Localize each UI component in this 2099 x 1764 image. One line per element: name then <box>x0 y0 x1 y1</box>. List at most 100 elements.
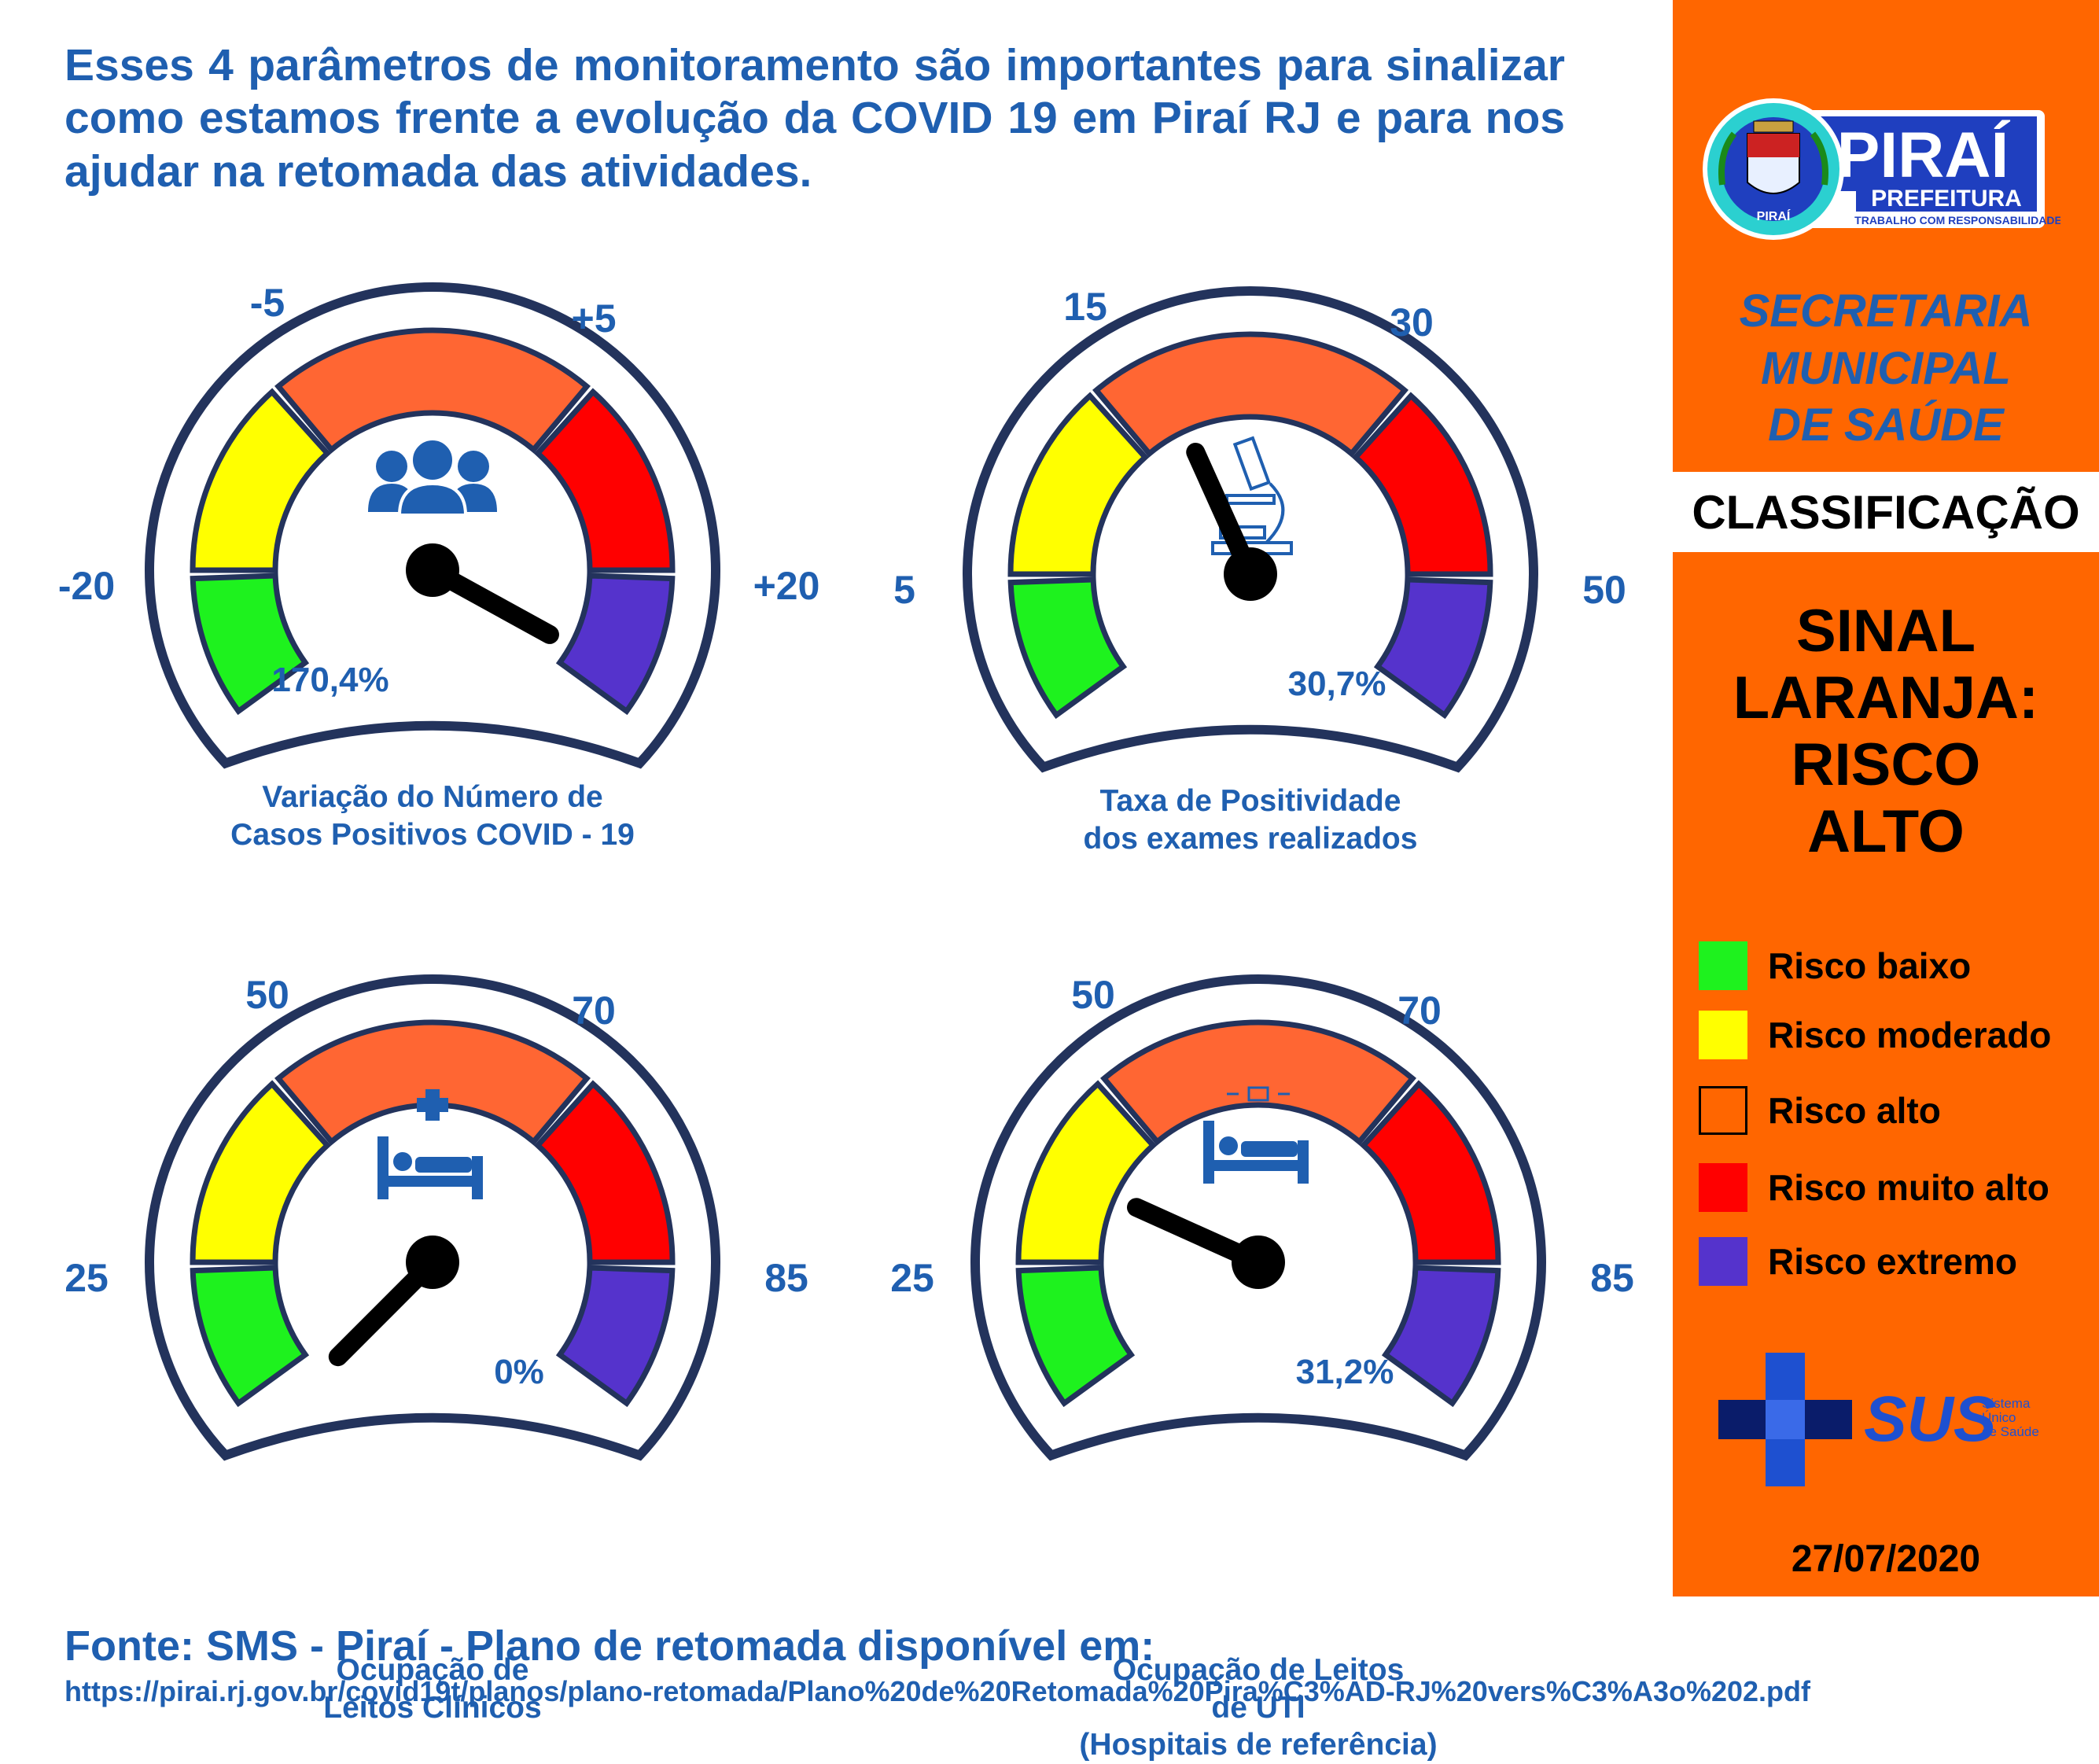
segment-low <box>1007 576 1128 720</box>
pirai-logo: PIRAÍ PREFEITURA TRABALHO COM RESPONSABI… <box>1699 94 2062 244</box>
icu-bed-icon <box>1203 1086 1309 1184</box>
logo-motto: TRABALHO COM RESPONSABILIDADE <box>1854 214 2060 226</box>
logo-name: PIRAÍ <box>1837 120 2011 191</box>
legend-swatch <box>1699 1163 1747 1212</box>
gauge-value: 30,7% <box>1287 665 1386 703</box>
footer-url-link[interactable]: https://pirai.rj.gov.br/covid19t/planos/… <box>64 1675 1810 1707</box>
sus-logo: SUS Sistema Único de Saúde <box>1718 1353 2049 1486</box>
secretaria-title: SECRETARIA MUNICIPAL DE SAÚDE <box>1673 283 2099 455</box>
gauge-caption-line: (Hospitais de referência) <box>1079 1728 1438 1762</box>
sinal-line: RISCO <box>1791 731 1981 799</box>
sus-line3: de Saúde <box>1982 1424 2039 1439</box>
gauge-caption-line: dos exames realizados <box>1083 821 1418 856</box>
gauge-tick-label: 70 <box>1397 989 1442 1033</box>
segment-extreme <box>555 573 676 716</box>
segment-very-high <box>533 1080 676 1265</box>
gauge-caption-line: Taxa de Positividade <box>1099 784 1401 818</box>
gauge-tick-label: 5 <box>893 568 915 612</box>
sinal-line: ALTO <box>1807 798 1965 866</box>
gauge-positividade: 5 15 30 50 30,7% Taxa de Positividade dos exam… <box>893 267 1769 856</box>
gauge-svg <box>145 974 720 1461</box>
panel-header <box>1673 0 2099 472</box>
classificacao-heading: CLASSIFICAÇÃO <box>1673 472 2099 552</box>
gauge-tick-label: 15 <box>1063 285 1107 329</box>
people-icon <box>368 437 497 517</box>
segment-low <box>1015 1265 1136 1408</box>
gauge-caption: Taxa de Positividade dos exames realizado… <box>897 783 1604 857</box>
gauge-tick-label: 25 <box>64 1256 109 1300</box>
gauge-svg <box>963 286 1538 773</box>
gauge-value: 0% <box>494 1353 544 1391</box>
gauge-leitos-clinicos: 25 50 70 85 0% Ocupação de Leitos Clínicos <box>64 956 952 1725</box>
segment-low <box>190 1265 310 1408</box>
secretaria-line: MUNICIPAL <box>1761 342 2011 394</box>
gauge-leitos-uti: 25 50 70 85 31,2% Ocupação de Leitos de UTI (Ho… <box>890 956 1769 1762</box>
legend-label: Risco moderado <box>1768 1015 2052 1055</box>
gauge-hub <box>406 1236 459 1289</box>
report-date: 27/07/2020 <box>1791 1538 1981 1580</box>
sus-line1: Sistema <box>1982 1396 2031 1411</box>
legend-label: Risco muito alto <box>1768 1167 2049 1208</box>
segment-moderate <box>1007 392 1150 577</box>
segment-high <box>1100 1019 1416 1146</box>
footer-source: Fonte: SMS - Piraí - Plano de retomada d… <box>64 1622 1155 1670</box>
legend-swatch <box>1699 1086 1747 1135</box>
legend-risco-moderado: Risco moderado <box>1699 1010 2051 1060</box>
gauge-value: 31,2% <box>1295 1353 1394 1391</box>
segment-extreme <box>1373 576 1493 720</box>
gauge-casos: -20 -5 +5 +20 170,4% Variação do Número de Cas… <box>58 267 952 852</box>
segment-high <box>274 327 591 454</box>
gauge-value: 170,4% <box>271 661 389 699</box>
sinal-status: SINAL LARANJA: RISCO ALTO <box>1673 598 2099 865</box>
segment-very-high <box>1359 1080 1501 1265</box>
legend-risco-alto: Risco alto <box>1699 1085 1941 1136</box>
gauge-hub <box>1224 547 1277 601</box>
gauge-tick-label: -5 <box>249 281 285 325</box>
gauge-caption: Variação do Número de Casos Positivos COV… <box>79 779 786 853</box>
legend-label: Risco baixo <box>1768 945 1972 986</box>
gauge-tick-label: +20 <box>753 564 820 608</box>
gauge-caption-line: Ocupação de <box>336 1653 529 1687</box>
segment-very-high <box>533 388 676 573</box>
secretaria-line: DE SAÚDE <box>1768 400 2004 451</box>
logo-seal-text: PIRAÍ <box>1757 208 1791 223</box>
gauge-tick-label: 85 <box>764 1256 808 1300</box>
sinal-line: LARANJA: <box>1733 665 2039 732</box>
gauge-tick-label: 25 <box>890 1256 934 1300</box>
segment-very-high <box>1351 392 1493 577</box>
gauge-caption-line: Casos Positivos COVID - 19 <box>230 817 635 852</box>
segment-moderate <box>190 1080 332 1265</box>
gauge-hub <box>406 543 459 597</box>
segment-extreme <box>555 1265 676 1408</box>
segment-moderate <box>190 388 332 573</box>
legend-label: Risco extremo <box>1768 1241 2018 1282</box>
legend-risco-extremo: Risco extremo <box>1699 1236 2017 1287</box>
legend-risco-baixo: Risco baixo <box>1699 941 1971 991</box>
gauge-hub <box>1232 1236 1285 1289</box>
legend-risco-muito-alto: Risco muito alto <box>1699 1162 2049 1213</box>
gauge-tick-label: +5 <box>571 296 617 341</box>
gauge-tick-label: 70 <box>572 989 616 1033</box>
gauge-svg <box>145 282 720 769</box>
gauge-tick-label: 30 <box>1390 300 1434 344</box>
hospital-bed-icon <box>377 1089 483 1199</box>
segment-high <box>274 1019 591 1146</box>
sus-line2: Único <box>1982 1410 2016 1425</box>
secretaria-line: SECRETARIA <box>1739 285 2033 337</box>
logo-sub: PREFEITURA <box>1871 186 2022 212</box>
segment-extreme <box>1381 1265 1501 1408</box>
legend-label: Risco alto <box>1768 1090 1941 1131</box>
gauge-caption-line: Variação do Número de <box>262 780 603 814</box>
gauge-tick-label: 85 <box>1590 1256 1634 1300</box>
gauge-tick-label: 50 <box>1071 973 1115 1017</box>
sus-name: SUS <box>1864 1383 1997 1455</box>
segment-high <box>1092 331 1409 458</box>
segment-low <box>190 573 310 716</box>
intro-text: Esses 4 parâmetros de monitoramento são … <box>64 40 1565 197</box>
sinal-line: SINAL <box>1796 598 1976 665</box>
segment-moderate <box>1015 1080 1158 1265</box>
gauge-caption-line: Ocupação de Leitos <box>1112 1653 1405 1687</box>
gauge-tick-label: -20 <box>57 564 116 608</box>
legend-swatch <box>1699 1011 1747 1059</box>
legend-swatch <box>1699 941 1747 990</box>
